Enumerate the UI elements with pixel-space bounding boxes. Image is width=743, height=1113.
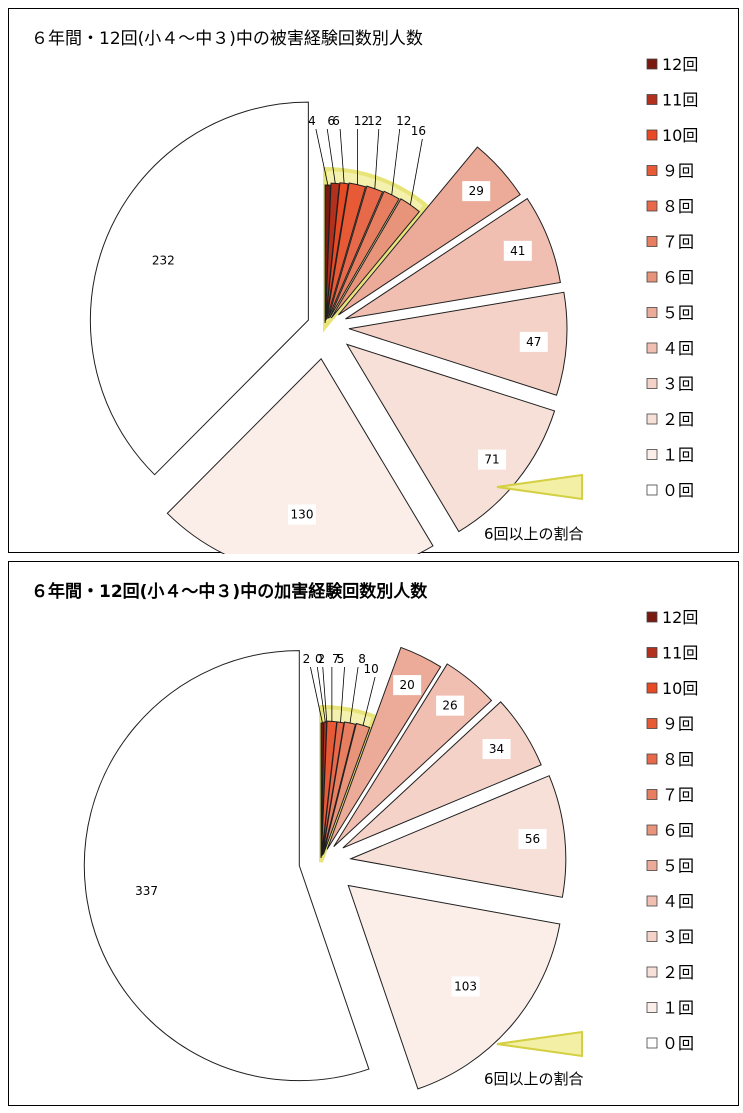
legend-item: 12回 [647,608,698,627]
svg-text:26: 26 [442,699,457,713]
data-label: 20 [393,675,421,695]
data-label: 232 [149,250,177,270]
svg-text:41: 41 [510,244,525,258]
svg-text:6回以上の割合: 6回以上の割合 [484,1070,584,1088]
svg-text:０回: ０回 [662,481,694,500]
svg-text:12: 12 [367,114,382,128]
svg-text:３回: ３回 [662,375,694,394]
legend-item: ３回 [647,375,694,394]
svg-text:12: 12 [396,114,411,128]
svg-text:337: 337 [135,884,158,898]
legend-item: 11回 [647,644,698,663]
svg-text:103: 103 [454,979,477,993]
legend-item: 11回 [647,91,698,110]
svg-text:５回: ５回 [662,304,694,323]
svg-text:８回: ８回 [662,197,694,216]
legend-item: ９回 [647,715,694,734]
svg-text:１回: １回 [662,446,694,465]
data-label: 29 [462,181,490,201]
chart-title: ６年間・12回(小４～中３)中の被害経験回数別人数 [31,29,423,49]
data-label: 16 [410,124,426,205]
legend-item: ４回 [647,892,694,911]
svg-text:２回: ２回 [662,963,694,982]
legend-item: 12回 [647,55,698,74]
svg-text:12回: 12回 [662,55,698,74]
svg-text:16: 16 [411,124,426,138]
svg-text:29: 29 [469,184,484,198]
svg-text:2: 2 [303,652,311,666]
svg-text:０回: ０回 [662,1034,694,1053]
legend-item: ７回 [647,233,694,252]
svg-text:6: 6 [332,114,340,128]
legend-item: ２回 [647,410,694,429]
legend-item: ２回 [647,963,694,982]
legend-item: ０回 [647,481,694,500]
svg-text:１回: １回 [662,999,694,1018]
svg-text:４回: ４回 [662,339,694,358]
svg-text:３回: ３回 [662,928,694,947]
legend-item: ８回 [647,750,694,769]
svg-text:10: 10 [363,662,378,676]
svg-text:９回: ９回 [662,715,694,734]
svg-text:11回: 11回 [662,644,698,663]
data-label: 34 [483,739,511,759]
data-label: 41 [504,241,532,261]
svg-text:232: 232 [152,253,175,267]
legend-item: ７回 [647,786,694,805]
svg-text:９回: ９回 [662,162,694,181]
svg-text:８回: ８回 [662,750,694,769]
svg-text:４回: ４回 [662,892,694,911]
data-label: 56 [519,829,547,849]
annotation-6plus: 6回以上の割合 [484,1032,584,1088]
svg-text:10回: 10回 [662,126,698,145]
data-label: 26 [436,696,464,716]
svg-text:６回: ６回 [662,268,694,287]
legend-item: ９回 [647,162,694,181]
svg-text:10回: 10回 [662,679,698,698]
legend-item: ３回 [647,928,694,947]
svg-text:34: 34 [489,742,504,756]
svg-text:71: 71 [484,453,499,467]
data-label: 12 [392,114,412,195]
legend-item: ４回 [647,339,694,358]
svg-text:56: 56 [525,832,540,846]
legend-item: １回 [647,999,694,1018]
data-label: 71 [478,450,506,470]
svg-text:12回: 12回 [662,608,698,627]
legend-item: ６回 [647,268,694,287]
legend-item: １回 [647,446,694,465]
data-label: 337 [133,881,161,901]
pie-chart-panel-victim: ６年間・12回(小４～中３)中の被害経験回数別人数 4 6 6 12 12 12 16 29 41… [8,8,739,553]
svg-text:130: 130 [291,508,314,522]
svg-text:６回: ６回 [662,821,694,840]
svg-text:47: 47 [526,335,541,349]
svg-text:11回: 11回 [662,91,698,110]
svg-text:５回: ５回 [662,857,694,876]
legend-item: ８回 [647,197,694,216]
legend-item: ５回 [647,304,694,323]
legend-item: ５回 [647,857,694,876]
data-label: 47 [520,332,548,352]
svg-text:２回: ２回 [662,410,694,429]
data-label: 130 [288,505,316,525]
legend-item: 10回 [647,679,698,698]
legend-item: ０回 [647,1034,694,1053]
svg-text:4: 4 [308,114,316,128]
legend-item: 10回 [647,126,698,145]
svg-text:７回: ７回 [662,233,694,252]
legend-item: ６回 [647,821,694,840]
svg-text:７回: ７回 [662,786,694,805]
svg-text:0: 0 [315,652,323,666]
chart-title: ６年間・12回(小４～中３)中の加害経験回数別人数 [31,581,428,602]
svg-text:20: 20 [400,678,415,692]
svg-text:5: 5 [337,652,345,666]
pie-chart-panel-perpetrator: ６年間・12回(小４～中３)中の加害経験回数別人数 2 2 0 7 5 8 10 20 26 34 5… [8,561,739,1106]
svg-text:6回以上の割合: 6回以上の割合 [484,525,584,543]
data-label: 103 [452,976,480,996]
